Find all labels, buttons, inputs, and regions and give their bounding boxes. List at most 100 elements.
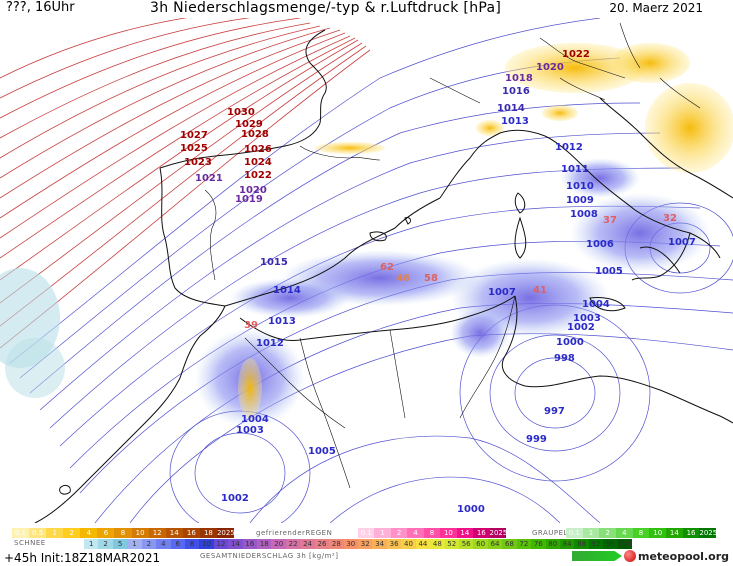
scale-cell: 14 — [456, 528, 474, 538]
pressure-label: 1006 — [586, 239, 614, 250]
pressure-label: 1000 — [556, 337, 584, 348]
precipitation-areas — [0, 43, 733, 428]
pressure-label: 1013 — [268, 316, 296, 327]
pressure-label: 1021 — [195, 173, 223, 184]
scale-cell: 72 — [516, 539, 532, 549]
scale-cell: 16 — [182, 528, 200, 538]
pressure-label: 1011 — [561, 164, 589, 175]
pressure-label: 1002 — [221, 493, 249, 504]
precip-label: 62 — [380, 262, 394, 273]
pressure-label: 1000 — [457, 504, 485, 515]
scale-cell: 0.1 — [566, 528, 583, 538]
scale-cell: 12 — [213, 539, 229, 549]
logo-text: meteopool.org — [638, 549, 729, 563]
scale-cell: 92 — [588, 539, 604, 549]
scale-cell: 52 — [444, 539, 459, 549]
scale-cell: 10 — [199, 539, 214, 549]
pressure-label: 1020 — [536, 62, 564, 73]
scale-cell: 96 — [603, 539, 618, 549]
pressure-label: 1005 — [595, 266, 623, 277]
pressure-label: 997 — [544, 406, 565, 417]
scale-cell: 22 — [285, 539, 301, 549]
scale-cell: 18 — [257, 539, 272, 549]
pressure-label: 1004 — [241, 414, 269, 425]
pressure-label: 1025 — [180, 143, 208, 154]
scale-cell: 2025+ — [216, 528, 235, 538]
pressure-label: 1016 — [502, 86, 530, 97]
scale-cell: 0.1 — [12, 528, 30, 538]
scale-cell: 14 — [165, 528, 183, 538]
scale-cell: 32 — [358, 539, 373, 549]
coastlines — [34, 29, 733, 523]
valid-date: 20. Maerz 2021 — [609, 1, 703, 15]
scale-cell: 26 — [314, 539, 330, 549]
scale-cell: 14 — [228, 539, 243, 549]
total-precip-label: GESAMTNIEDERSCHLAG 3h [kg/m²] — [200, 552, 339, 560]
logo-arrow-icon — [572, 551, 622, 561]
scale-cell: 2 — [390, 528, 408, 538]
scale-cell: 18 — [199, 528, 217, 538]
scale-cell: 10 — [131, 528, 149, 538]
chart-title: 3h Niederschlagsmenge/-typ & r.Luftdruck… — [150, 0, 502, 16]
scale-cell: 6 — [170, 539, 185, 549]
pressure-label: 1004 — [582, 299, 610, 310]
scale-cell: 2025+ — [489, 528, 506, 538]
pressure-label: 1027 — [180, 130, 208, 141]
precip-label: 39 — [244, 320, 258, 331]
pressure-label: 998 — [554, 353, 575, 364]
scale-cell: 2 — [98, 539, 113, 549]
pressure-label: 1023 — [184, 157, 212, 168]
freezing-rain-label: gefrierenderREGEN — [256, 529, 333, 537]
pressure-label: 1003 — [236, 425, 264, 436]
scale-cell: 88 — [574, 539, 589, 549]
scale-cell: 36 — [386, 539, 402, 549]
pressure-label: 1003 — [573, 313, 601, 324]
scale-cell: 4 — [407, 528, 424, 538]
snow-label: SCHNEE — [14, 539, 46, 547]
scale-cell: 20 — [271, 539, 286, 549]
pressure-label: 1008 — [570, 209, 598, 220]
pressure-label: 1019 — [235, 194, 263, 205]
scale-cell: 5 — [112, 539, 128, 549]
precip-label: 58 — [424, 273, 438, 284]
scale-cell: 8 — [184, 539, 200, 549]
precip-amount-labels: 62 46 58 37 41 39 32 — [244, 213, 677, 331]
precip-label: 32 — [663, 213, 677, 224]
scale-cell: 2 — [141, 539, 157, 549]
forecast-time-label: ???, 16Uhr — [6, 0, 75, 15]
pressure-label: 1002 — [567, 322, 595, 333]
precip-label: 41 — [533, 285, 547, 296]
scale-cell: 6 — [97, 528, 115, 538]
scale-cell: 1 — [46, 528, 64, 538]
scale-cell: 28 — [329, 539, 344, 549]
scale-cell: 56 — [458, 539, 474, 549]
scale-cell: 24 — [300, 539, 315, 549]
pressure-label: 1029 — [235, 119, 263, 130]
scale-cell: 64 — [487, 539, 503, 549]
init-time: +45h Init:18Z18MAR2021 — [4, 551, 161, 565]
scale-cell: 16 — [682, 528, 700, 538]
scale-cell: 0.1 — [358, 528, 375, 538]
scale-cell: 8 — [632, 528, 650, 538]
scale-cell: 10 — [440, 528, 457, 538]
pressure-label: 1012 — [256, 338, 284, 349]
scale-cell: 68 — [502, 539, 517, 549]
precip-label: 37 — [603, 215, 617, 226]
scale-cell: 40 — [401, 539, 416, 549]
graupel-label: GRAUPEL — [532, 529, 568, 537]
pressure-label: 1007 — [488, 287, 516, 298]
scale-cell: 10 — [649, 528, 667, 538]
scale-cell: 100 — [617, 539, 633, 549]
pressure-label: 1005 — [308, 446, 336, 457]
scale-cell: 44 — [415, 539, 431, 549]
scale-cell: 76 — [531, 539, 546, 549]
scale-cell: 8 — [114, 528, 132, 538]
pressure-label: 1013 — [501, 116, 529, 127]
pressure-label: 1028 — [241, 129, 269, 140]
weather-map: 1030 1029 1028 1027 1026 1025 1024 1023 … — [0, 18, 733, 523]
scale-cell: 16 — [473, 528, 490, 538]
scale-cell: 8 — [423, 528, 441, 538]
